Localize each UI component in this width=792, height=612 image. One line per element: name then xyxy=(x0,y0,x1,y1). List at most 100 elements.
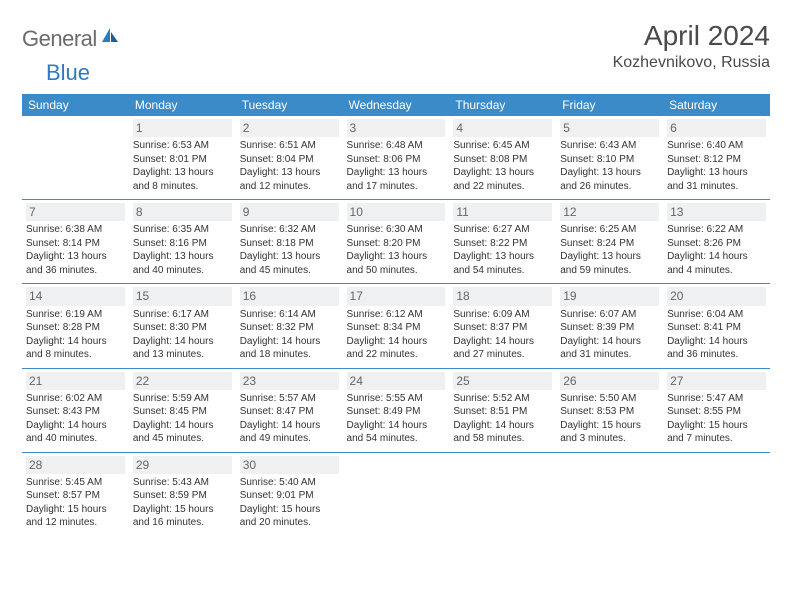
day-details: Sunrise: 5:52 AMSunset: 8:51 PMDaylight:… xyxy=(453,392,552,446)
calendar-cell: 7 Sunrise: 6:38 AMSunset: 8:14 PMDaylight… xyxy=(22,200,129,284)
day-number: 12 xyxy=(560,203,659,221)
day-details: Sunrise: 6:09 AMSunset: 8:37 PMDaylight:… xyxy=(453,308,552,362)
day-header: Friday xyxy=(556,94,663,116)
day-details: Sunrise: 6:43 AMSunset: 8:10 PMDaylight:… xyxy=(560,139,659,193)
day-number: 9 xyxy=(240,203,339,221)
day-details: Sunrise: 5:50 AMSunset: 8:53 PMDaylight:… xyxy=(560,392,659,446)
day-details: Sunrise: 6:45 AMSunset: 8:08 PMDaylight:… xyxy=(453,139,552,193)
day-details: Sunrise: 6:38 AMSunset: 8:14 PMDaylight:… xyxy=(26,223,125,277)
day-details: Sunrise: 6:27 AMSunset: 8:22 PMDaylight:… xyxy=(453,223,552,277)
day-number: 20 xyxy=(667,287,766,305)
day-number: 8 xyxy=(133,203,232,221)
calendar-cell xyxy=(556,452,663,536)
day-details: Sunrise: 6:14 AMSunset: 8:32 PMDaylight:… xyxy=(240,308,339,362)
day-number: 5 xyxy=(560,119,659,137)
calendar-cell: 22 Sunrise: 5:59 AMSunset: 8:45 PMDayligh… xyxy=(129,368,236,452)
day-number: 17 xyxy=(347,287,446,305)
day-number: 30 xyxy=(240,456,339,474)
day-number: 25 xyxy=(453,372,552,390)
calendar-week-row: 1Sunrise: 6:53 AMSunset: 8:01 PMDaylight… xyxy=(22,116,770,200)
day-number: 4 xyxy=(453,119,552,137)
day-number: 16 xyxy=(240,287,339,305)
day-number: 23 xyxy=(240,372,339,390)
calendar-cell: 20 Sunrise: 6:04 AMSunset: 8:41 PMDayligh… xyxy=(663,284,770,368)
day-details: Sunrise: 6:32 AMSunset: 8:18 PMDaylight:… xyxy=(240,223,339,277)
day-header: Saturday xyxy=(663,94,770,116)
calendar-cell: 9 Sunrise: 6:32 AMSunset: 8:18 PMDaylight… xyxy=(236,200,343,284)
calendar-cell: 23 Sunrise: 5:57 AMSunset: 8:47 PMDayligh… xyxy=(236,368,343,452)
day-details: Sunrise: 6:17 AMSunset: 8:30 PMDaylight:… xyxy=(133,308,232,362)
day-number: 22 xyxy=(133,372,232,390)
calendar-cell: 19 Sunrise: 6:07 AMSunset: 8:39 PMDayligh… xyxy=(556,284,663,368)
day-details: Sunrise: 5:59 AMSunset: 8:45 PMDaylight:… xyxy=(133,392,232,446)
calendar-cell: 29Sunrise: 5:43 AMSunset: 8:59 PMDayligh… xyxy=(129,452,236,536)
calendar-cell: 30 Sunrise: 5:40 AMSunset: 9:01 PMDayligh… xyxy=(236,452,343,536)
calendar-cell xyxy=(343,452,450,536)
day-header: Sunday xyxy=(22,94,129,116)
day-number: 18 xyxy=(453,287,552,305)
logo-sail-icon xyxy=(100,26,120,49)
day-number: 27 xyxy=(667,372,766,390)
day-number: 2 xyxy=(240,119,339,137)
calendar-week-row: 7 Sunrise: 6:38 AMSunset: 8:14 PMDaylight… xyxy=(22,200,770,284)
calendar-cell: 11 Sunrise: 6:27 AMSunset: 8:22 PMDayligh… xyxy=(449,200,556,284)
day-details: Sunrise: 6:04 AMSunset: 8:41 PMDaylight:… xyxy=(667,308,766,362)
day-number: 1 xyxy=(133,119,232,137)
day-details: Sunrise: 6:40 AMSunset: 8:12 PMDaylight:… xyxy=(667,139,766,193)
calendar-week-row: 28 Sunrise: 5:45 AMSunset: 8:57 PMDayligh… xyxy=(22,452,770,536)
calendar-cell: 15Sunrise: 6:17 AMSunset: 8:30 PMDayligh… xyxy=(129,284,236,368)
day-number: 28 xyxy=(26,456,125,474)
calendar-cell: 14Sunrise: 6:19 AMSunset: 8:28 PMDayligh… xyxy=(22,284,129,368)
calendar-cell: 1Sunrise: 6:53 AMSunset: 8:01 PMDaylight… xyxy=(129,116,236,200)
day-number: 10 xyxy=(347,203,446,221)
day-number: 14 xyxy=(26,287,125,305)
calendar-week-row: 21 Sunrise: 6:02 AMSunset: 8:43 PMDayligh… xyxy=(22,368,770,452)
day-details: Sunrise: 5:40 AMSunset: 9:01 PMDaylight:… xyxy=(240,476,339,530)
day-number: 26 xyxy=(560,372,659,390)
calendar-cell xyxy=(22,116,129,200)
day-details: Sunrise: 6:35 AMSunset: 8:16 PMDaylight:… xyxy=(133,223,232,277)
calendar-cell: 6 Sunrise: 6:40 AMSunset: 8:12 PMDaylight… xyxy=(663,116,770,200)
calendar-cell: 17 Sunrise: 6:12 AMSunset: 8:34 PMDayligh… xyxy=(343,284,450,368)
day-number: 11 xyxy=(453,203,552,221)
calendar-cell: 16 Sunrise: 6:14 AMSunset: 8:32 PMDayligh… xyxy=(236,284,343,368)
day-details: Sunrise: 6:12 AMSunset: 8:34 PMDaylight:… xyxy=(347,308,446,362)
day-number: 21 xyxy=(26,372,125,390)
calendar-cell: 10Sunrise: 6:30 AMSunset: 8:20 PMDayligh… xyxy=(343,200,450,284)
calendar-cell: 25 Sunrise: 5:52 AMSunset: 8:51 PMDayligh… xyxy=(449,368,556,452)
day-details: Sunrise: 6:02 AMSunset: 8:43 PMDaylight:… xyxy=(26,392,125,446)
calendar-cell: 28 Sunrise: 5:45 AMSunset: 8:57 PMDayligh… xyxy=(22,452,129,536)
calendar-cell: 3 Sunrise: 6:48 AMSunset: 8:06 PMDaylight… xyxy=(343,116,450,200)
calendar-cell xyxy=(449,452,556,536)
day-number: 13 xyxy=(667,203,766,221)
calendar-week-row: 14Sunrise: 6:19 AMSunset: 8:28 PMDayligh… xyxy=(22,284,770,368)
month-title: April 2024 xyxy=(613,20,770,52)
logo: General xyxy=(22,20,123,52)
day-number: 29 xyxy=(133,456,232,474)
day-details: Sunrise: 6:51 AMSunset: 8:04 PMDaylight:… xyxy=(240,139,339,193)
calendar-cell: 5 Sunrise: 6:43 AMSunset: 8:10 PMDaylight… xyxy=(556,116,663,200)
day-details: Sunrise: 5:45 AMSunset: 8:57 PMDaylight:… xyxy=(26,476,125,530)
day-details: Sunrise: 6:22 AMSunset: 8:26 PMDaylight:… xyxy=(667,223,766,277)
calendar-cell: 24Sunrise: 5:55 AMSunset: 8:49 PMDayligh… xyxy=(343,368,450,452)
calendar-cell: 26 Sunrise: 5:50 AMSunset: 8:53 PMDayligh… xyxy=(556,368,663,452)
calendar-cell: 12 Sunrise: 6:25 AMSunset: 8:24 PMDayligh… xyxy=(556,200,663,284)
day-number: 19 xyxy=(560,287,659,305)
logo-text-general: General xyxy=(22,26,97,52)
calendar-cell: 8 Sunrise: 6:35 AMSunset: 8:16 PMDaylight… xyxy=(129,200,236,284)
day-header: Wednesday xyxy=(343,94,450,116)
calendar-cell: 27Sunrise: 5:47 AMSunset: 8:55 PMDayligh… xyxy=(663,368,770,452)
calendar-body: 1Sunrise: 6:53 AMSunset: 8:01 PMDaylight… xyxy=(22,116,770,536)
day-header: Monday xyxy=(129,94,236,116)
day-number: 7 xyxy=(26,203,125,221)
logo-text-blue: Blue xyxy=(46,60,90,85)
day-details: Sunrise: 6:07 AMSunset: 8:39 PMDaylight:… xyxy=(560,308,659,362)
calendar-table: SundayMondayTuesdayWednesdayThursdayFrid… xyxy=(22,94,770,536)
day-header: Tuesday xyxy=(236,94,343,116)
day-details: Sunrise: 5:57 AMSunset: 8:47 PMDaylight:… xyxy=(240,392,339,446)
day-details: Sunrise: 6:25 AMSunset: 8:24 PMDaylight:… xyxy=(560,223,659,277)
day-header: Thursday xyxy=(449,94,556,116)
day-number: 3 xyxy=(347,119,446,137)
day-details: Sunrise: 6:48 AMSunset: 8:06 PMDaylight:… xyxy=(347,139,446,193)
day-number: 6 xyxy=(667,119,766,137)
